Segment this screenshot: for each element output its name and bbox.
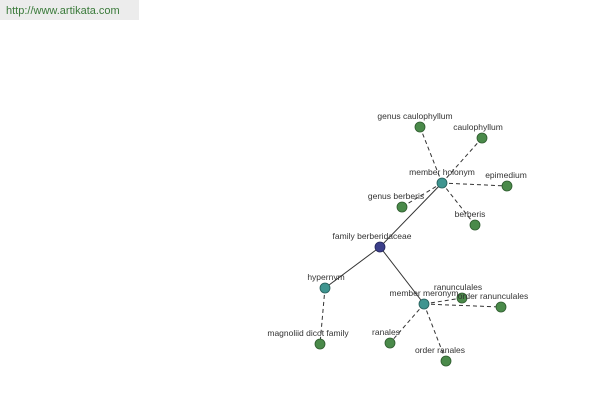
labels: family berberidaceae member holonym genu… — [267, 111, 528, 355]
nodes — [314, 121, 513, 367]
node[interactable] — [440, 355, 452, 367]
edge — [441, 137, 483, 184]
node-label: order ranales — [415, 345, 465, 355]
node-label: family berberidaceae — [333, 231, 412, 241]
edge — [389, 303, 425, 344]
node[interactable] — [476, 132, 488, 144]
edge — [401, 182, 443, 208]
site-url[interactable]: http://www.artikata.com — [0, 0, 139, 20]
node[interactable] — [501, 180, 513, 192]
edge — [441, 182, 508, 187]
node-label: genus caulophyllum — [377, 111, 452, 121]
node-label: member holonym — [409, 167, 475, 177]
node-label: order ranunculales — [458, 291, 528, 301]
node[interactable] — [384, 337, 396, 349]
node[interactable] — [418, 298, 430, 310]
edge — [379, 246, 425, 305]
edge — [379, 182, 443, 248]
node-label: hypernym — [307, 272, 344, 282]
edge — [324, 246, 381, 289]
edge — [423, 303, 502, 308]
node[interactable] — [495, 301, 507, 313]
edge — [419, 126, 443, 184]
node-label: epimedium — [485, 170, 527, 180]
node-label: berberis — [455, 209, 486, 219]
node[interactable] — [469, 219, 481, 231]
edge — [319, 287, 326, 345]
node-label: ranunculales — [434, 282, 482, 292]
edge — [423, 297, 463, 305]
node-label: magnoliid dicot family — [267, 328, 349, 338]
node-label: caulophyllum — [453, 122, 503, 132]
node[interactable] — [436, 177, 448, 189]
node-label: ranales — [372, 327, 400, 337]
node[interactable] — [456, 292, 468, 304]
edge — [441, 182, 476, 226]
node-label: member meronym — [390, 288, 459, 298]
node-label: genus berberis — [368, 191, 424, 201]
node[interactable] — [396, 201, 408, 213]
edges — [319, 126, 508, 362]
node[interactable] — [319, 282, 331, 294]
node[interactable] — [374, 241, 386, 253]
node[interactable] — [414, 121, 426, 133]
edge — [423, 303, 447, 362]
node[interactable] — [314, 338, 326, 350]
